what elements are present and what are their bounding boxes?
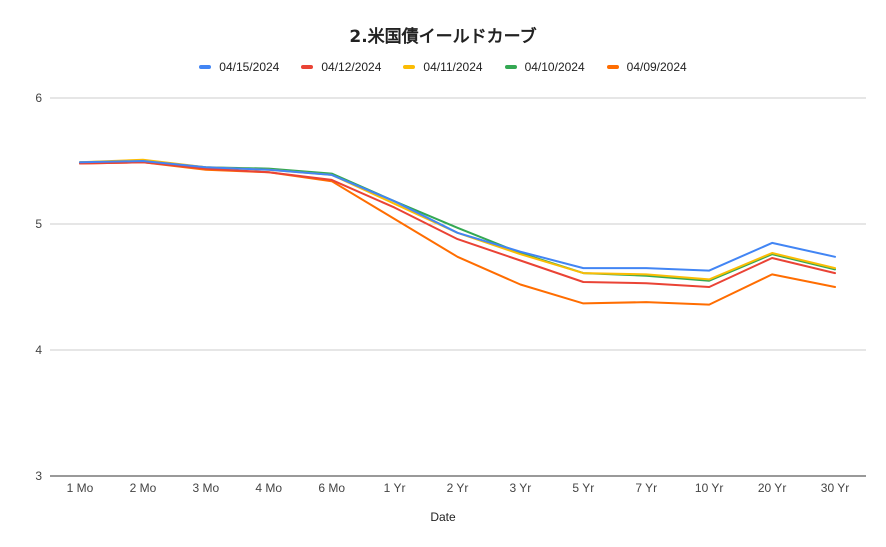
x-tick-label-12: 30 Yr xyxy=(821,481,849,495)
x-tick-label-7: 3 Yr xyxy=(510,481,532,495)
x-tick-label-3: 4 Mo xyxy=(255,481,282,495)
legend-label-0: 04/15/2024 xyxy=(219,60,280,74)
x-tick-label-5: 1 Yr xyxy=(384,481,406,495)
chart-title: 2.米国債イールドカーブ xyxy=(349,27,537,47)
x-tick-label-2: 3 Mo xyxy=(192,481,219,495)
x-tick-label-9: 7 Yr xyxy=(635,481,657,495)
series-line-4 xyxy=(79,161,836,306)
series-line-3 xyxy=(79,160,836,282)
legend-label-3: 04/10/2024 xyxy=(524,60,585,74)
legend-item-0[interactable]: 04/15/2024 xyxy=(199,60,279,74)
legend-label-1: 04/12/2024 xyxy=(321,60,382,74)
legend-swatch-2 xyxy=(403,65,416,69)
legend-label-4: 04/09/2024 xyxy=(626,60,687,74)
series-line-1 xyxy=(79,161,836,288)
legend-swatch-4 xyxy=(606,65,619,69)
legend-item-3[interactable]: 04/10/2024 xyxy=(504,60,585,74)
y-tick-label-3: 6 xyxy=(35,91,42,105)
legend-label-2: 04/11/2024 xyxy=(423,60,483,74)
series-line-0 xyxy=(79,160,836,272)
legend-swatch-0 xyxy=(199,65,212,69)
y-tick-label-1: 4 xyxy=(35,343,42,357)
x-tick-label-0: 1 Mo xyxy=(67,481,94,495)
x-tick-label-8: 5 Yr xyxy=(572,481,594,495)
x-tick-label-1: 2 Mo xyxy=(130,481,157,495)
x-tick-label-6: 2 Yr xyxy=(447,481,469,495)
legend-swatch-3 xyxy=(504,65,517,69)
x-tick-label-4: 6 Mo xyxy=(318,481,345,495)
legend-item-4[interactable]: 04/09/2024 xyxy=(606,60,687,74)
y-tick-label-2: 5 xyxy=(35,217,42,231)
legend: 04/15/2024 04/12/2024 04/11/2024 04/10/2… xyxy=(0,60,886,74)
x-tick-label-11: 20 Yr xyxy=(758,481,786,495)
series-line-2 xyxy=(79,158,836,281)
y-tick-label-0: 3 xyxy=(35,469,42,483)
legend-item-1[interactable]: 04/12/2024 xyxy=(301,60,381,74)
legend-item-2[interactable]: 04/11/2024 xyxy=(403,60,483,74)
x-axis-label: Date xyxy=(430,510,456,524)
x-tick-label-10: 10 Yr xyxy=(695,481,723,495)
legend-swatch-1 xyxy=(301,65,314,69)
